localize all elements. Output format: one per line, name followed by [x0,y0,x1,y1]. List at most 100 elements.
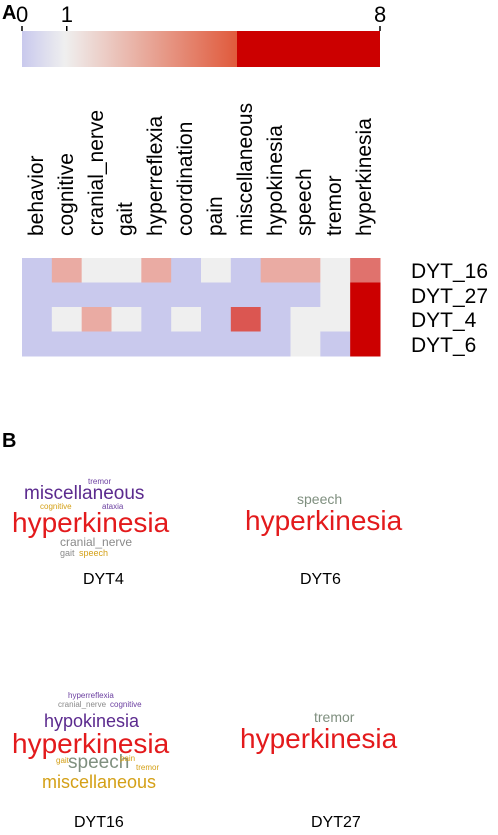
word-ataxia: ataxia [102,502,124,511]
heatmap-cell [141,282,172,308]
heatmap-cell [22,307,53,332]
heatmap-cell [230,331,262,357]
panel-a-label: A [2,2,17,24]
word-pain: pain [120,754,136,763]
column-label: hyperreflexia [144,115,168,236]
heatmap-cell [320,307,351,332]
heatmap-cell [350,307,381,332]
heatmap-cell [51,307,83,332]
row-label: DYT_6 [411,333,477,357]
column-label: gait [114,202,138,236]
column-label: miscellaneous [233,102,257,236]
heatmap-cell [111,331,142,357]
heatmap-cell [171,282,202,308]
colorbar-tick-label: 1 [60,2,73,27]
heatmap-cell [201,258,232,283]
caption-dyt16: DYT16 [74,814,124,831]
heatmap-cell [260,331,291,357]
column-label: pain [203,196,227,236]
heatmap-cell [171,331,202,357]
colorbar [21,26,381,67]
wordcloud-dyt16: hyperreflexia cranial_nerve cognitive hy… [10,692,210,792]
column-label: cranial_nerve [84,109,108,236]
word-miscellaneous: miscellaneous [24,483,145,504]
wordcloud-dyt6: speech hyperkinesia [245,490,425,540]
heatmap-cell [290,331,321,357]
heatmap-cell [260,258,291,283]
heatmap-cell [22,282,53,308]
word-hyperkinesia: hyperkinesia [12,728,170,759]
panel-b-label: B [2,430,17,452]
caption-dyt6: DYT6 [300,571,341,588]
column-label: tremor [323,175,347,236]
heatmap-cell [51,331,83,357]
heatmap-cell [171,307,202,332]
heatmap-cell [350,258,381,283]
heatmap-cell [81,258,112,283]
word-tremor: tremor [88,477,112,486]
heatmap-cell [230,282,262,308]
heatmap-cell [81,331,112,357]
column-label: speech [293,168,317,236]
colorbar-gradient [22,31,380,67]
heatmap-cell [320,331,351,357]
caption-dyt27: DYT27 [311,814,361,831]
heatmap-cell [201,282,232,308]
heatmap-cell [111,282,142,308]
heatmap-cell [201,307,232,332]
word-cranial-nerve: cranial_nerve [58,700,107,709]
heatmap-figure [21,26,381,357]
heatmap-cell [290,282,321,308]
heatmap-cell [111,307,142,332]
word-hyperkinesia: hyperkinesia [245,505,403,536]
heatmap-cell [81,282,112,308]
heatmap-cell [22,258,53,283]
colorbar-tick-label: 0 [16,2,29,27]
heatmap-cell [230,258,262,283]
word-hypokinesia: hypokinesia [44,711,140,731]
word-hyperkinesia: hyperkinesia [12,507,170,538]
word-gait: gait [56,756,69,765]
word-hyperreflexia: hyperreflexia [68,691,114,700]
wordcloud-dyt4: tremor miscellaneous cognitive ataxia hy… [10,478,210,558]
column-label: coordination [174,121,198,236]
heatmap-cell [22,331,53,357]
column-label: hyperkinesia [353,118,377,236]
heatmap-cells [22,258,381,357]
heatmap-cell [81,307,112,332]
heatmap-cell [260,307,291,332]
word-cranial-nerve: cranial_nerve [60,535,133,549]
heatmap-cell [51,282,83,308]
heatmap-cell [320,282,351,308]
word-cognitive: cognitive [110,700,142,709]
heatmap-cell [230,307,262,332]
heatmap-cell [290,258,321,283]
colorbar-tick-label: 8 [374,2,387,27]
heatmap-cell [51,258,83,283]
word-speech: speech [297,491,343,507]
heatmap-cell [141,307,172,332]
row-label: DYT_4 [411,309,477,332]
word-speech: speech [79,548,109,558]
caption-dyt4: DYT4 [83,571,124,588]
wordcloud-dyt27: tremor hyperkinesia [240,708,440,758]
heatmap-cell [320,258,351,283]
column-label: hypokinesia [263,125,287,236]
column-label: cognitive [54,153,78,236]
word-tremor: tremor [136,763,160,772]
heatmap-cell [141,331,172,357]
heatmap-cell [350,331,381,357]
heatmap-cell [260,282,291,308]
word-tremor: tremor [314,709,355,725]
heatmap-cell [350,282,381,308]
word-miscellaneous: miscellaneous [42,772,157,792]
heatmap-cell [111,258,142,283]
column-label: behavior [24,155,48,236]
heatmap-cell [141,258,172,283]
word-hyperkinesia: hyperkinesia [240,723,398,754]
word-speech: speech [68,752,130,773]
word-cognitive: cognitive [40,502,72,511]
heatmap-cell [201,331,232,357]
heatmap-cell [171,258,202,283]
row-label: DYT_27 [411,284,489,308]
